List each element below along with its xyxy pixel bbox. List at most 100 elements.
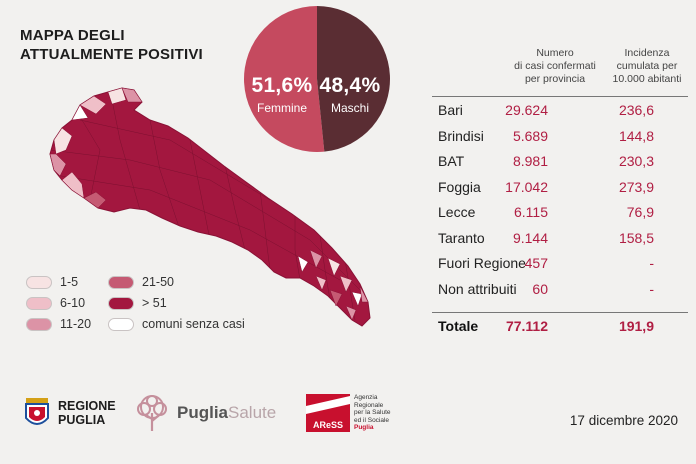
- province-cases: 5.689: [512, 127, 548, 144]
- header-line: di casi confermati: [514, 60, 596, 72]
- legend-label: 1-5: [60, 275, 79, 289]
- salute-word: Salute: [228, 403, 277, 422]
- province-cases: 6.115: [514, 204, 548, 220]
- province-cases: 8.981: [512, 153, 548, 169]
- province-name: Lecce: [438, 204, 476, 220]
- table-total-row: Totale 77.112 191,9: [432, 314, 688, 338]
- puglia-map: [49, 87, 371, 327]
- aress-line: Puglia: [354, 424, 374, 431]
- aress-badge-text: AReSS: [313, 420, 343, 430]
- regione-line1: REGIONE: [58, 399, 116, 413]
- header-line: Numero: [536, 47, 574, 59]
- table-total-rule: [432, 312, 688, 313]
- report-date: 17 dicembre 2020: [569, 413, 678, 428]
- male-percent: 48,4%: [319, 74, 381, 97]
- legend-swatch: [26, 317, 52, 331]
- legend-item: > 51: [108, 296, 167, 310]
- map-regions: [49, 87, 371, 327]
- map-legend: 1-5 6-10 11-20 21-50 > 51 comuni senza c…: [26, 275, 266, 335]
- province-name: BAT: [438, 153, 465, 169]
- legend-swatch: [26, 275, 52, 289]
- province-incidence: 230,3: [618, 153, 654, 169]
- table-row: Brindisi 5.689 144,8: [432, 123, 688, 149]
- gender-pie: [243, 6, 390, 153]
- province-incidence: 273,9: [618, 178, 654, 195]
- header-line: Incidenza: [624, 47, 670, 59]
- aress-logo: AReSS Agenzia Regionale per la Salute ed…: [306, 394, 414, 432]
- province-name: Non attribuiti: [438, 280, 517, 297]
- legend-label: 21-50: [142, 275, 174, 289]
- female-label: Femmine: [256, 101, 307, 115]
- table-row: Foggia 17.042 273,9: [432, 174, 688, 200]
- map-title: MAPPA DEGLI ATTUALMENTE POSITIVI: [20, 26, 203, 64]
- puglia-salute-text: PugliaSalute: [177, 403, 276, 423]
- aress-text: Agenzia Regionale per la Salute ed il So…: [354, 394, 414, 432]
- table-row: Bari 29.624 236,6: [432, 97, 688, 123]
- header-line: cumulata per: [616, 60, 678, 72]
- table-row: Taranto 9.144 158,5: [432, 225, 688, 251]
- total-incidence: 191,9: [618, 318, 654, 334]
- province-name: Taranto: [438, 229, 485, 246]
- province-incidence: -: [649, 280, 654, 297]
- province-cases: 457: [524, 255, 548, 271]
- province-cases: 9.144: [512, 229, 548, 246]
- aress-line: Regionale: [354, 401, 384, 409]
- province-incidence: 76,9: [626, 204, 654, 220]
- table-row: Fuori Regione 457 -: [432, 250, 688, 276]
- legend-swatch: [26, 296, 52, 310]
- legend-label: 11-20: [60, 317, 92, 331]
- regione-text: REGIONE PUGLIA: [58, 399, 116, 427]
- regione-line2: PUGLIA: [58, 413, 106, 427]
- province-incidence: 144,8: [618, 127, 654, 144]
- female-percent: 51,6%: [251, 74, 313, 97]
- pie-slice-female: [243, 6, 325, 153]
- total-label: Totale: [438, 318, 479, 334]
- province-name: Foggia: [438, 178, 481, 195]
- pie-label-male: 48,4% Maschi: [318, 74, 382, 115]
- male-label: Maschi: [330, 101, 369, 115]
- puglia-salute-logo: PugliaSalute: [133, 393, 276, 433]
- legend-label: > 51: [142, 296, 167, 310]
- puglia-word: Puglia: [177, 403, 229, 422]
- province-name: Fuori Regione: [438, 255, 526, 271]
- province-incidence: -: [649, 255, 654, 271]
- table-row: Lecce 6.115 76,9: [432, 199, 688, 225]
- province-incidence: 158,5: [618, 229, 654, 246]
- pie-slice-male: [317, 6, 390, 152]
- province-cases: 17.042: [505, 178, 548, 195]
- legend-swatch: [108, 296, 134, 310]
- aress-badge-icon: AReSS: [306, 394, 350, 432]
- legend-label: 6-10: [60, 296, 86, 310]
- total-cases: 77.112: [505, 318, 548, 334]
- province-name: Brindisi: [438, 127, 484, 144]
- table-row: BAT 8.981 230,3: [432, 148, 688, 174]
- municipality-borders: [50, 89, 370, 321]
- legend-swatch: [108, 317, 134, 331]
- aress-line: per la Salute: [354, 409, 391, 416]
- province-cases: 60: [532, 280, 548, 297]
- aress-line: ed il Sociale: [354, 416, 390, 424]
- column-header-cases: Numero di casi confermati per provincia: [514, 47, 596, 86]
- map-title-line1: MAPPA DEGLI: [20, 27, 125, 44]
- province-cases: 29.624: [505, 102, 548, 118]
- regione-crest-icon: [25, 398, 49, 425]
- legend-item: 6-10: [26, 296, 85, 310]
- table-top-rule: [432, 96, 688, 97]
- table-row: Non attribuiti 60 -: [432, 276, 688, 302]
- legend-label: comuni senza casi: [142, 317, 245, 331]
- aress-line: Agenzia: [354, 394, 378, 401]
- legend-swatch: [108, 275, 134, 289]
- province-name: Bari: [438, 102, 463, 118]
- map-title-line2: ATTUALMENTE POSITIVI: [20, 46, 203, 63]
- regione-puglia-logo: REGIONE PUGLIA: [24, 396, 116, 430]
- legend-item: 11-20: [26, 317, 91, 331]
- column-header-incidence: Incidenza cumulata per 10.000 abitanti: [606, 47, 688, 86]
- legend-item: 21-50: [108, 275, 174, 289]
- pie-label-female: 51,6% Femmine: [246, 74, 318, 115]
- legend-item: 1-5: [26, 275, 78, 289]
- province-incidence: 236,6: [618, 102, 654, 118]
- header-line: 10.000 abitanti: [612, 73, 682, 85]
- light-municipalities: [49, 87, 369, 321]
- tree-icon: [137, 395, 167, 431]
